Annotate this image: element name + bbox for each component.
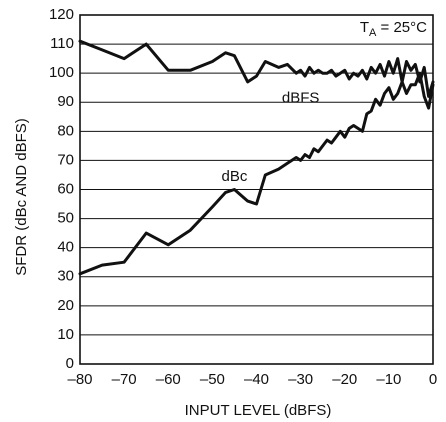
annotation-suffix: = 25°C (376, 19, 427, 36)
x-tick-label-m60: –60 (156, 371, 181, 388)
x-axis-title: INPUT LEVEL (dBFS) (185, 402, 332, 419)
x-tick-label-m80: –80 (67, 371, 92, 388)
y-tick-label-100: 100 (49, 64, 74, 81)
y-tick-label-50: 50 (57, 210, 74, 227)
series-label-dbfs: dBFS (282, 89, 320, 106)
x-tick-label-0: 0 (429, 371, 437, 388)
y-tick-label-60: 60 (57, 180, 74, 197)
x-tick-label-m30: –30 (288, 371, 313, 388)
temperature-annotation: TA = 25°C (360, 19, 427, 39)
y-tick-label-10: 10 (57, 326, 74, 343)
y-tick-label-120: 120 (49, 6, 74, 23)
series-lines (78, 39, 435, 276)
y-tick-label-40: 40 (57, 239, 74, 256)
y-tick-label-80: 80 (57, 122, 74, 139)
x-tick-label-m20: –20 (332, 371, 357, 388)
y-tick-label-20: 20 (57, 297, 74, 314)
x-tick-label-m10: –10 (376, 371, 401, 388)
annotation-subscript: A (369, 27, 377, 39)
y-tick-label-110: 110 (50, 35, 74, 52)
y-axis-title: SFDR (dBc AND dBFS) (13, 118, 30, 276)
series-line-dbfs (78, 39, 435, 98)
plot-frame (79, 14, 434, 365)
x-tick-label-m70: –70 (112, 371, 137, 388)
x-tick-labels: –80 –70 –60 –50 –40 –30 –20 –10 0 (67, 371, 437, 388)
series-label-dbc: dBc (222, 168, 248, 185)
x-tick-label-m50: –50 (200, 371, 225, 388)
y-tick-label-90: 90 (57, 93, 74, 110)
x-tick-label-m40: –40 (244, 371, 269, 388)
y-tick-label-30: 30 (57, 268, 74, 285)
grid-lines (80, 43, 433, 336)
series-line-dbc (78, 71, 435, 276)
series-labels: dBFS dBc (222, 89, 320, 185)
annotation-prefix: T (360, 19, 369, 36)
y-tick-labels: 0 10 20 30 40 50 60 70 80 90 100 110 120 (49, 6, 74, 372)
y-tick-label-70: 70 (57, 151, 74, 168)
y-tick-label-0: 0 (66, 355, 74, 372)
